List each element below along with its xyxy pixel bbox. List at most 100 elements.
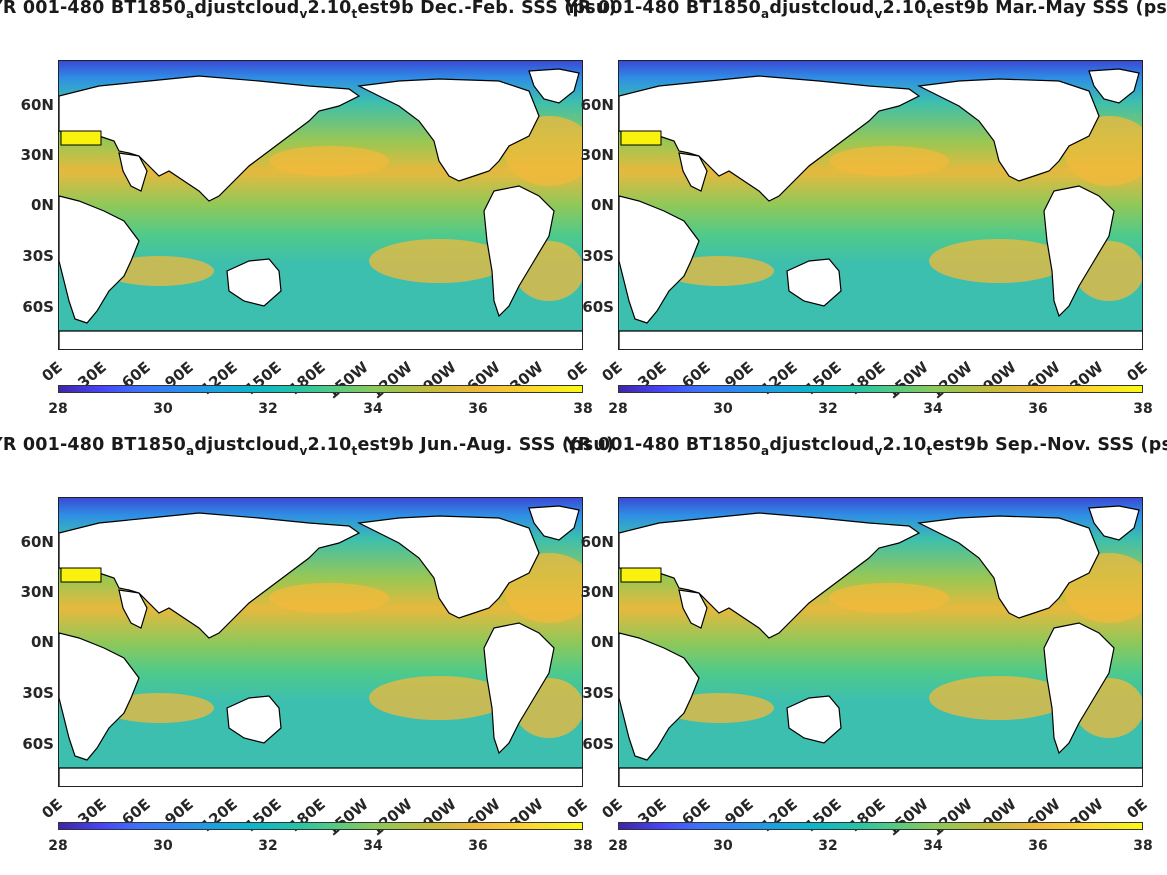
lon-tick-label: 30E	[74, 358, 110, 392]
lat-tick-label: 30S	[582, 684, 614, 702]
colorbar-tick-label: 28	[48, 838, 68, 854]
lon-tick-label: 60E	[117, 358, 154, 392]
lon-tick-label: 60W	[463, 358, 504, 396]
lat-tick-label: 60N	[20, 96, 54, 114]
colorbar-tick-label: 30	[153, 838, 173, 854]
land-africa	[59, 632, 140, 761]
colorbar-tick-label: 32	[258, 838, 278, 854]
lon-tick-label: 120W	[367, 795, 416, 840]
lat-tick-label: 0N	[31, 196, 54, 214]
lon-tick-label: 60E	[677, 358, 714, 392]
land-namerica	[916, 78, 1100, 182]
lon-tick-label: 90E	[721, 795, 758, 829]
lat-tick-label: 30N	[20, 583, 54, 601]
colorbar-tick-label: 34	[363, 401, 383, 417]
lon-tick-label: 60W	[1023, 795, 1064, 833]
title-part: 2.10	[882, 0, 927, 18]
lon-tick-label: 150E	[241, 795, 285, 836]
panel-title: YR 001-480 BT1850adjustcloudv2.10test9b …	[565, 0, 1167, 21]
lon-tick-label: 60E	[677, 795, 714, 829]
lon-tick-label: 0E	[598, 795, 626, 823]
lon-tick-label: 120E	[197, 358, 241, 399]
colorbar-tick-label: 34	[923, 401, 943, 417]
title-part: v	[299, 444, 308, 458]
land-antarctica	[59, 330, 582, 349]
land-africa	[619, 632, 700, 761]
land-greenland	[528, 68, 580, 104]
lon-tick-label: 0E	[38, 795, 66, 823]
colorbar	[58, 822, 583, 830]
land-samerica	[483, 622, 555, 755]
title-part: 2.10	[882, 435, 927, 455]
title-part: a	[761, 7, 770, 21]
colorbar-tick-label: 38	[1133, 838, 1153, 854]
colorbar-tick-label: 38	[573, 401, 593, 417]
land-antarctica	[619, 767, 1142, 786]
colorbar	[618, 385, 1143, 393]
colorbar-tick-label: 38	[573, 838, 593, 854]
lon-tick-label: 30W	[1066, 795, 1108, 833]
title-part: t	[926, 444, 933, 458]
lon-tick-label: 120W	[927, 358, 976, 403]
lon-tick-label: 0E	[1123, 358, 1151, 386]
lon-tick-label: 150E	[241, 358, 285, 399]
lon-tick-label: 180E	[844, 358, 889, 399]
land-namerica	[356, 515, 540, 619]
lat-tick-label: 60N	[580, 533, 614, 551]
title-part: v	[299, 7, 308, 21]
lon-tick-label: 0E	[38, 358, 66, 386]
lon-tick-label: 0E	[1123, 795, 1151, 823]
land-namerica	[356, 78, 540, 182]
lon-tick-label: 150W	[883, 795, 933, 840]
map-canvas	[619, 498, 1142, 786]
lat-tick-label: 0N	[591, 633, 614, 651]
map-canvas	[59, 498, 582, 786]
lon-tick-label: 90W	[979, 795, 1020, 833]
colorbar-tick-label: 34	[363, 838, 383, 854]
land-eurasia	[619, 512, 921, 639]
lon-tick-label: 60W	[463, 795, 504, 833]
colorbar-tick-label: 28	[608, 401, 628, 417]
colorbar-tick-label: 30	[713, 401, 733, 417]
land-india	[118, 152, 148, 192]
land-australia	[786, 695, 842, 744]
lat-tick-label: 60S	[582, 735, 614, 753]
lon-tick-label: 60W	[1023, 358, 1064, 396]
lon-tick-label: 90E	[721, 358, 758, 392]
lon-tick-label: 90W	[419, 358, 460, 396]
salinity-map	[58, 497, 583, 787]
title-part: a	[186, 7, 195, 21]
lon-tick-label: 120W	[927, 795, 976, 840]
title-part: est9b Dec.-Feb. SSS (psu)	[357, 0, 617, 18]
colorbar	[618, 822, 1143, 830]
land-eurasia	[59, 512, 361, 639]
salinity-map	[618, 497, 1143, 787]
colorbar-tick-label: 32	[818, 401, 838, 417]
colorbar-tick-label: 32	[258, 401, 278, 417]
title-part: a	[761, 444, 770, 458]
title-part: est9b Mar.-May SSS (psu)	[932, 0, 1167, 18]
colorbar-tick-label: 28	[608, 838, 628, 854]
title-part: YR 001-480 BT1850	[0, 435, 187, 455]
colorbar-tick-label: 36	[468, 838, 488, 854]
land-samerica	[483, 185, 555, 318]
lon-tick-label: 30W	[506, 358, 548, 396]
lat-tick-label: 30S	[22, 247, 54, 265]
salinity-map	[618, 60, 1143, 350]
lat-tick-label: 0N	[31, 633, 54, 651]
lat-tick-label: 60S	[22, 735, 54, 753]
lon-tick-label: 0E	[598, 358, 626, 386]
panel-title: YR 001-480 BT1850adjustcloudv2.10test9b …	[0, 0, 617, 21]
land-eurasia	[619, 75, 921, 202]
land-australia	[786, 258, 842, 307]
title-part: YR 001-480 BT1850	[565, 0, 762, 18]
map-panel: YR 001-480 BT1850adjustcloudv2.10test9b …	[0, 435, 614, 867]
land-australia	[226, 695, 282, 744]
land-australia	[226, 258, 282, 307]
lon-tick-label: 180E	[844, 795, 889, 836]
land-greenland	[1088, 68, 1140, 104]
title-part: t	[351, 7, 358, 21]
colorbar-tick-label: 36	[1028, 838, 1048, 854]
colorbar-tick-label: 38	[1133, 401, 1153, 417]
land-africa	[59, 195, 140, 324]
